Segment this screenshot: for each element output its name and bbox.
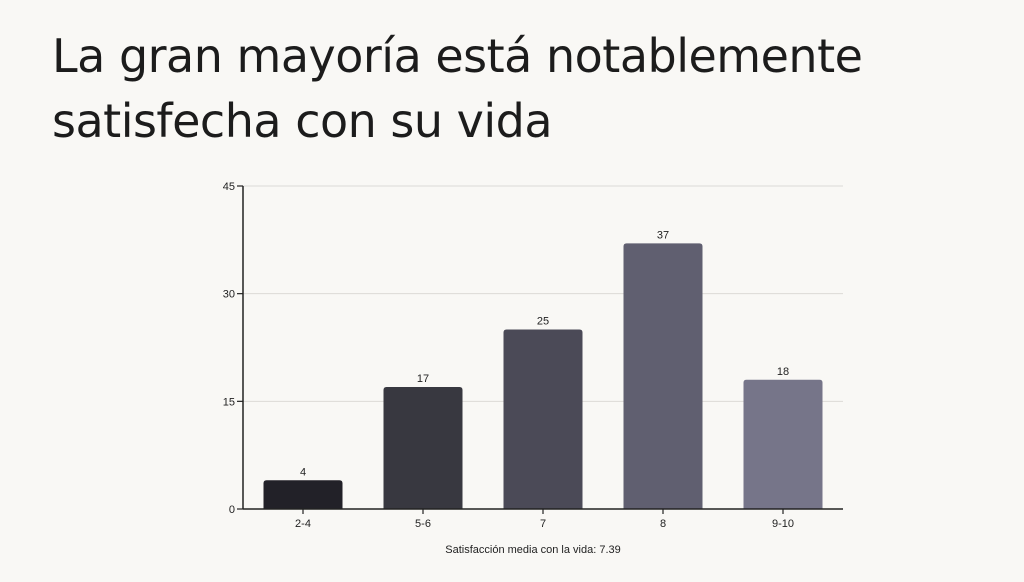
bar [743,379,823,509]
y-tick-label: 30 [223,289,235,301]
y-tick-label: 0 [229,504,235,516]
bar [503,329,583,509]
bar [263,480,343,509]
bar [623,243,703,509]
data-label: 37 [657,229,669,241]
x-tick-label: 7 [540,518,546,530]
y-tick-label: 45 [223,181,235,193]
chart-title: La gran mayoría está notablemente satisf… [52,29,863,148]
bar [383,386,463,509]
y-tick-label: 15 [223,396,235,408]
x-tick-label: 9-10 [772,518,794,530]
x-tick-label: 2-4 [295,518,311,530]
data-label: 4 [300,466,306,478]
x-axis-label: Satisfacción media con la vida: 7.39 [445,544,621,556]
x-tick-label: 8 [660,518,666,530]
axes: 0 15 30 45 2-4 5-6 7 8 9-10 [223,181,843,530]
data-label: 17 [417,373,429,385]
data-label: 25 [537,316,549,328]
bars: 4 17 25 37 18 [263,229,823,509]
x-tick-label: 5-6 [415,518,431,530]
data-label: 18 [777,366,789,378]
